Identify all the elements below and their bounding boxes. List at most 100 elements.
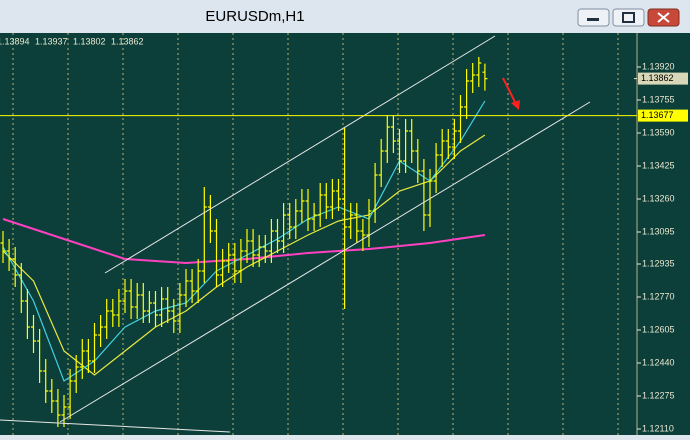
ohlc-bar bbox=[67, 369, 73, 419]
ohlc-bar bbox=[104, 299, 110, 339]
ohlc-bar bbox=[305, 189, 311, 231]
minimize-button[interactable] bbox=[577, 8, 610, 27]
header-low: 1.13802 bbox=[73, 36, 106, 46]
ohlc-bar bbox=[146, 291, 152, 323]
ohlc-bar bbox=[421, 159, 427, 231]
ohlc-bar bbox=[397, 129, 402, 173]
ohlc-bar bbox=[238, 239, 244, 283]
plot bbox=[0, 57, 488, 427]
y-tick-label: 1.12770 bbox=[642, 291, 675, 301]
header-close: 1.13862 bbox=[111, 36, 144, 46]
time-grid bbox=[12, 33, 619, 435]
y-tick-label: 1.12935 bbox=[642, 258, 675, 268]
level-label-box bbox=[638, 109, 688, 122]
ohlc-bar bbox=[49, 379, 55, 413]
y-tick-label: 1.13260 bbox=[642, 193, 675, 203]
ohlc-bar bbox=[153, 291, 158, 327]
ohlc-bar bbox=[220, 249, 226, 287]
ohlc-bar bbox=[342, 127, 348, 309]
window-title: EURUSDm,H1 bbox=[205, 8, 304, 25]
ohlc-bar bbox=[92, 323, 97, 373]
ohlc-bar bbox=[409, 119, 415, 163]
ohlc-bar bbox=[390, 115, 396, 153]
ohlc-bar bbox=[31, 315, 36, 353]
ohlc-bar bbox=[329, 179, 335, 219]
last-price-label: 1.13862 bbox=[641, 73, 674, 83]
ohlc-bar bbox=[323, 183, 329, 219]
ohlc-bar bbox=[24, 289, 30, 339]
ohlc-bar bbox=[336, 179, 341, 211]
ohlc-bar bbox=[201, 187, 207, 283]
close-icon bbox=[657, 12, 670, 23]
ohlc-bar bbox=[281, 203, 287, 253]
maximize-button[interactable] bbox=[612, 8, 645, 27]
ohlc-bar bbox=[275, 219, 280, 253]
window-buttons[interactable] bbox=[577, 8, 680, 27]
ohlc-bar bbox=[98, 315, 104, 347]
ohlc-bar bbox=[55, 389, 61, 427]
ohlc-bar bbox=[445, 129, 451, 159]
ohlc-bar bbox=[73, 355, 79, 393]
ohlc-bar bbox=[262, 235, 268, 263]
ohlc-bar bbox=[451, 119, 457, 159]
ohlc-bar bbox=[433, 143, 439, 193]
ohlc-bar bbox=[403, 119, 409, 173]
y-tick-label: 1.12440 bbox=[642, 357, 675, 367]
maximize-icon bbox=[622, 12, 635, 23]
ohlc-bar bbox=[165, 287, 171, 323]
ohlc-bar bbox=[226, 243, 232, 273]
ohlc-bar bbox=[61, 395, 67, 427]
header-high: 1.13937 bbox=[35, 36, 68, 46]
ohlc-bar bbox=[177, 283, 183, 333]
ohlc-bar bbox=[439, 129, 445, 167]
ohlc-bar bbox=[12, 247, 18, 287]
ohlc-bar bbox=[140, 283, 146, 323]
ohlc-bar bbox=[458, 95, 463, 143]
ohlc-bar bbox=[159, 287, 165, 327]
last-price-box bbox=[638, 72, 688, 85]
ohlc-bar bbox=[232, 243, 238, 283]
ohlc-bar bbox=[311, 203, 317, 231]
ohlc-bar bbox=[85, 339, 91, 373]
ohlc-bar bbox=[464, 69, 470, 119]
header-open: 1.13894 bbox=[0, 36, 30, 46]
ohlc-bar bbox=[384, 115, 390, 163]
ohlc-bar bbox=[214, 219, 219, 287]
ohlc-bar bbox=[37, 329, 43, 383]
minimize-icon bbox=[587, 18, 599, 21]
level-label: 1.13677 bbox=[641, 110, 674, 120]
ohlc-bar bbox=[482, 63, 488, 91]
ohlc-bar bbox=[427, 169, 433, 227]
ohlc-bar bbox=[415, 139, 421, 183]
channel-lines bbox=[0, 35, 591, 433]
ohlc-bar bbox=[189, 269, 195, 303]
ohlc-bar bbox=[116, 289, 122, 327]
ohlc-bar bbox=[6, 239, 12, 271]
ohlc-bar bbox=[366, 199, 372, 247]
y-tick-label: 1.13590 bbox=[642, 127, 675, 137]
ohlc-bar bbox=[0, 231, 6, 263]
ohlc-bar bbox=[207, 195, 213, 243]
y-tick-label: 1.13920 bbox=[642, 61, 675, 71]
ohlc-bar bbox=[470, 63, 476, 93]
title-bar bbox=[0, 0, 690, 33]
ohlc-bar bbox=[372, 163, 378, 223]
ohlc-bar bbox=[18, 263, 24, 313]
ohlc-bar bbox=[317, 183, 323, 227]
ohlc-bar bbox=[171, 299, 177, 333]
red-arrow bbox=[502, 77, 517, 105]
ohlc-bar bbox=[256, 235, 262, 267]
ohlc-bar bbox=[287, 203, 293, 239]
ohlc-bar bbox=[360, 219, 366, 251]
y-tick-label: 1.12605 bbox=[642, 324, 675, 334]
ohlc-bar bbox=[476, 57, 482, 87]
ohlc-bar bbox=[348, 203, 354, 239]
ohlc-bar bbox=[183, 269, 189, 307]
ohlc-bar bbox=[110, 299, 116, 327]
ohlc-bar bbox=[268, 219, 274, 263]
ohlc-bar bbox=[244, 229, 250, 263]
ohlc-header: 1.13894 1.13937 1.13802 1.13862 bbox=[0, 36, 144, 46]
ohlc-bar bbox=[293, 199, 299, 239]
